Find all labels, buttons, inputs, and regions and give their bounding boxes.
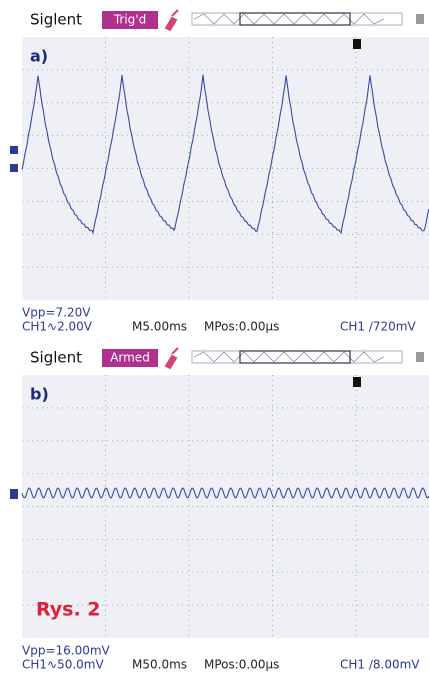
memory-wave [194,14,384,24]
channel-marker [10,146,18,154]
usb-icon [416,352,424,362]
status: Armed [110,351,150,365]
status: Trig'd [113,13,146,27]
caption: Rys. 2 [36,599,101,621]
vpp: Vpp=16.00mV [22,644,111,658]
channel-scale: CH1∿50.0mV [22,658,105,672]
brand: Siglent [30,349,82,367]
vpp: Vpp=7.20V [22,306,91,320]
channel-marker [10,164,18,172]
trigger-level: CH1 ∕8.00mV [340,658,420,672]
usb-icon [416,14,424,24]
brand: Siglent [30,11,82,29]
trigger-level: CH1 ∕720mV [340,320,416,334]
screenshot: Siglent Trig'd a) Vpp=7.20VCH1∿2.00V M5.00ms… [0,0,429,674]
timebase: M50.0ms [132,658,187,672]
panel-label: a) [30,47,48,66]
mpos: MPos:0.00µs [204,320,279,334]
memory-wave [194,352,384,362]
channel-marker [10,489,18,499]
channel-scale: CH1∿2.00V [22,320,93,334]
timebase: M5.00ms [132,320,187,334]
trigger-marker [353,377,361,387]
probe-icon [166,10,178,30]
trigger-marker [353,39,361,49]
probe-icon [166,348,178,368]
mpos: MPos:0.00µs [204,658,279,672]
panel-label: b) [30,385,49,404]
